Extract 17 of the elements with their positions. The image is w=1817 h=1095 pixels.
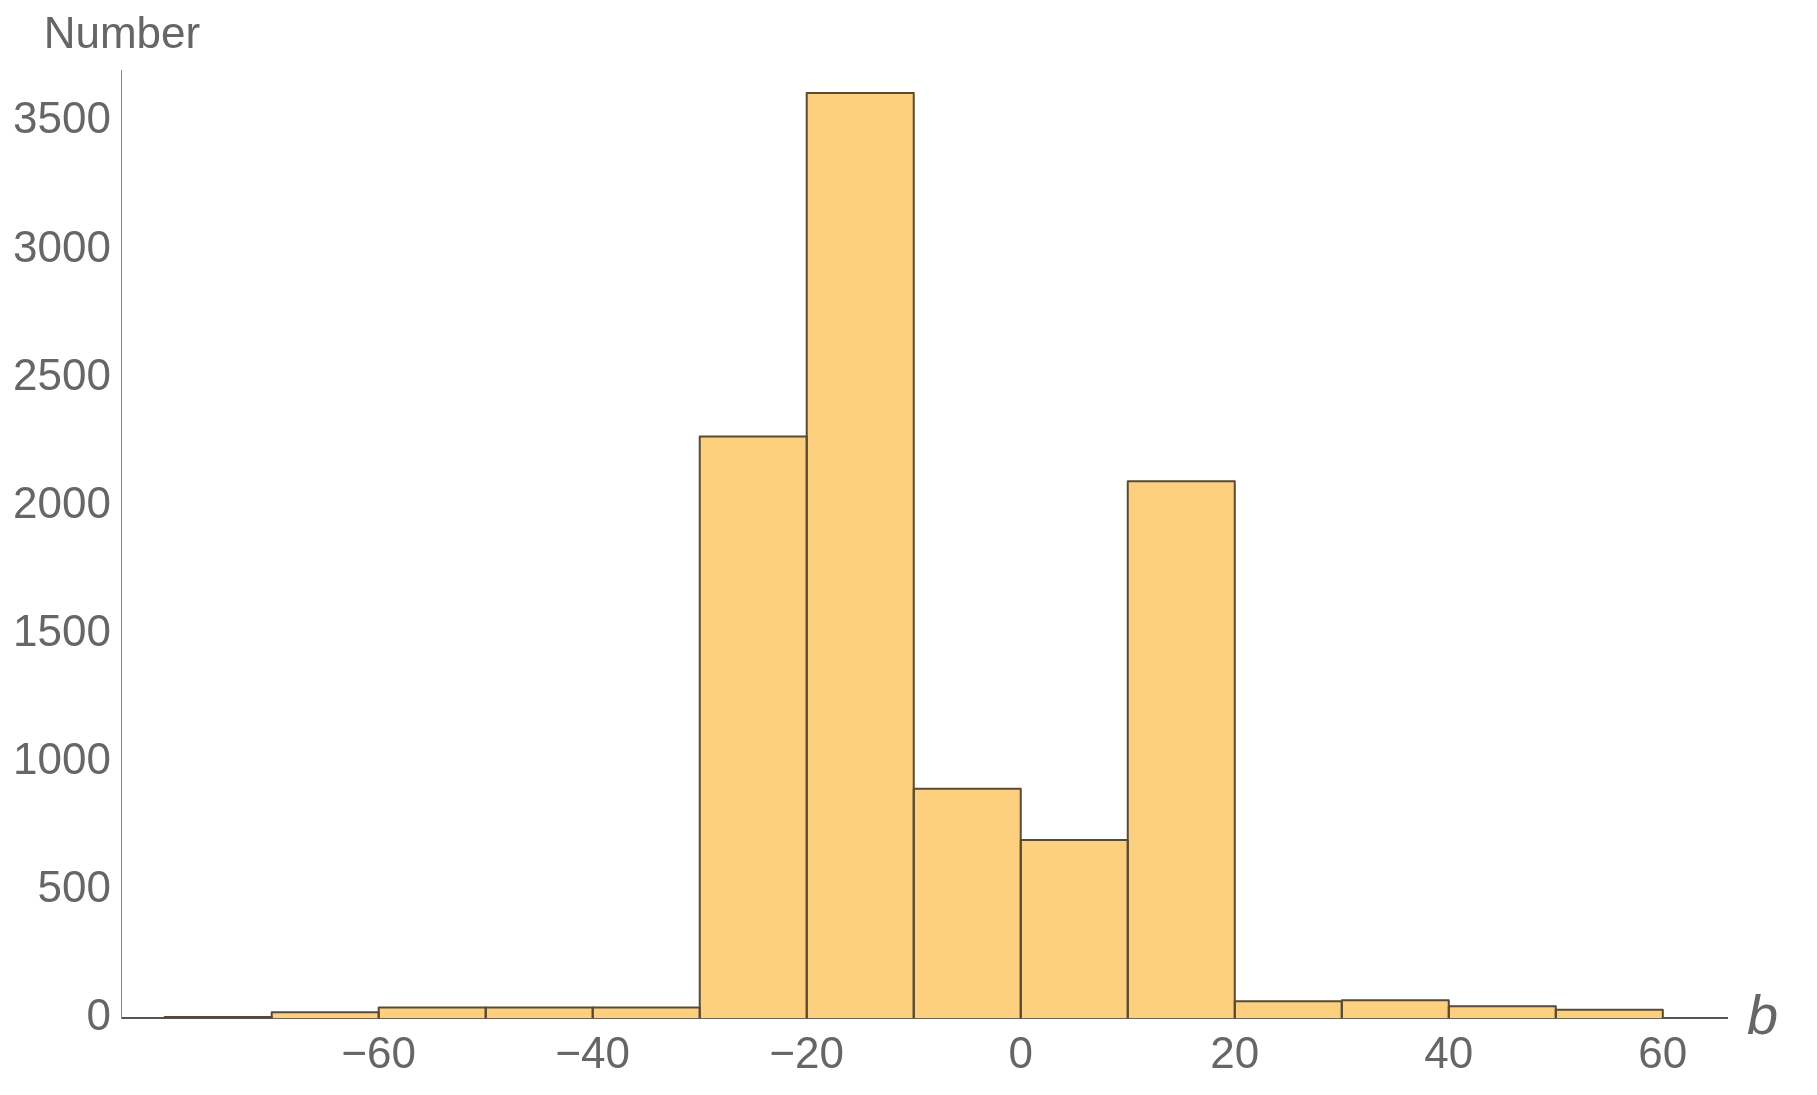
y-tick-label: 2000 <box>12 477 111 527</box>
y-tick-label: 2500 <box>12 349 111 399</box>
x-tick-label: −40 <box>555 1027 631 1077</box>
x-tick-label: −60 <box>341 1027 417 1077</box>
x-tick-label: 0 <box>1008 1027 1033 1077</box>
x-axis-title: b <box>1747 982 1779 1046</box>
x-tick-label: −20 <box>769 1027 845 1077</box>
y-tick-label: 3500 <box>12 93 111 143</box>
y-tick-label: 0 <box>86 990 111 1040</box>
y-tick-label: 500 <box>37 862 111 912</box>
y-tick-label: 1000 <box>12 734 111 784</box>
y-axis-title: Number <box>43 8 201 58</box>
y-tick-label: 3000 <box>12 221 111 271</box>
x-tick-label: 40 <box>1424 1027 1474 1077</box>
x-tick-label: 60 <box>1638 1027 1688 1077</box>
x-tick-label: 20 <box>1210 1027 1260 1077</box>
y-tick-label: 1500 <box>12 605 111 655</box>
